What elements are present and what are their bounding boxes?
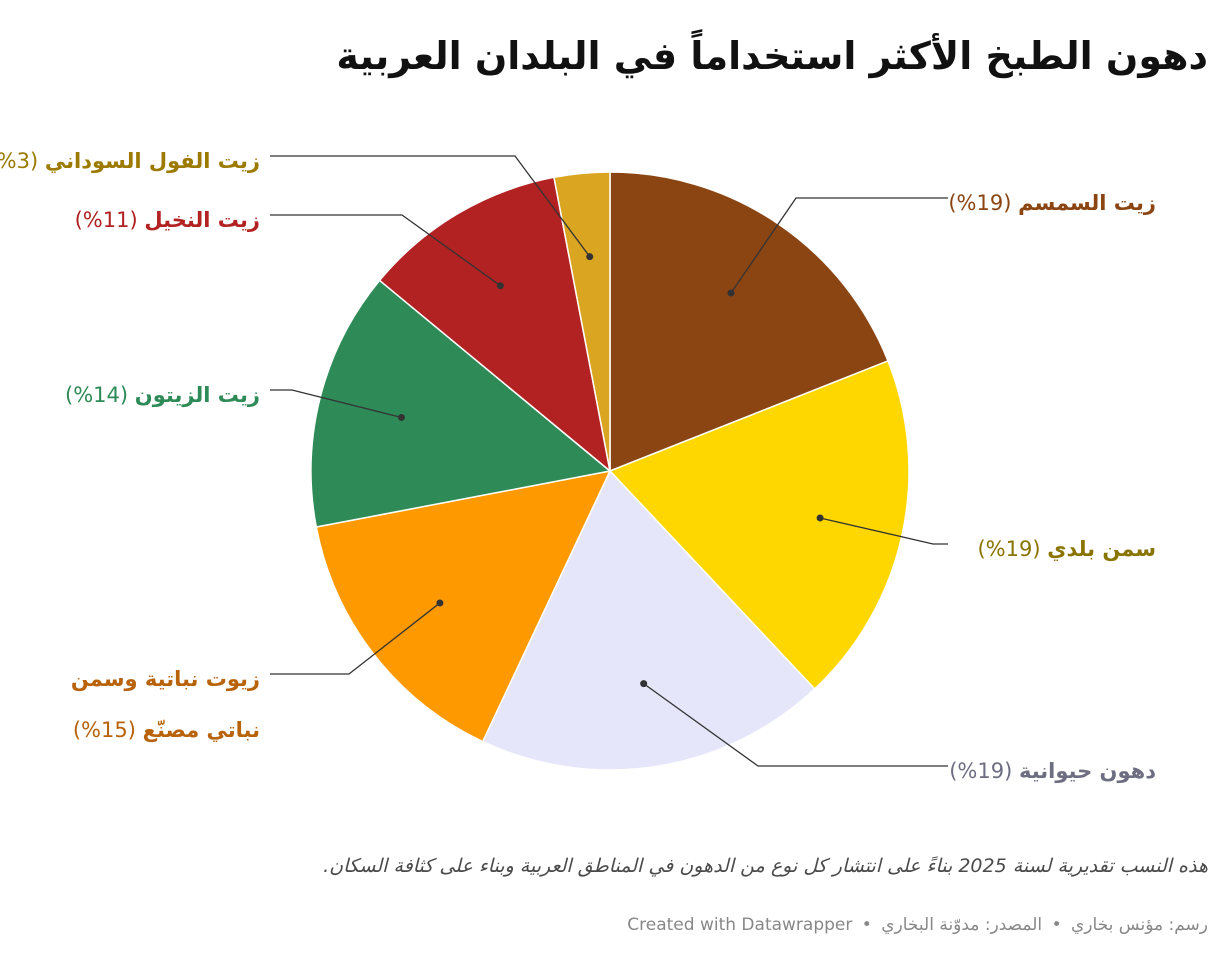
slice-label: زيت السمسم (19%) <box>948 191 1156 215</box>
leader-dot <box>397 413 405 421</box>
leader-line <box>819 517 948 545</box>
slice-label-name: زيت الفول السوداني <box>45 149 260 173</box>
slice-label: زيت النخيل (11%) <box>75 208 260 232</box>
leader-dot <box>816 514 824 522</box>
leader-line <box>270 155 591 258</box>
slice-label-value: (3%) <box>0 149 45 173</box>
slice-label: دهون حيوانية (19%) <box>949 759 1156 783</box>
slice-label-value: (19%) <box>949 759 1019 783</box>
pie-slice <box>378 176 612 473</box>
slice-label-value: (14%) <box>65 383 135 407</box>
leader-line <box>270 214 501 287</box>
chart-footer: رسم: مؤنس بخاري • المصدر: مدوّنة البخاري… <box>12 910 1208 940</box>
slice-label-name: زيت النخيل <box>144 208 260 232</box>
slice-label-value: (15%) <box>73 718 143 742</box>
pie-slices <box>310 171 910 771</box>
leader-line <box>270 602 441 675</box>
slice-label: زيت الفول السوداني (3%) <box>0 149 260 173</box>
pie-slice <box>553 171 611 472</box>
leader-dot <box>436 599 444 607</box>
slice-label-value: (11%) <box>75 208 145 232</box>
chart-notes: هذه النسب تقديرية لسنة 2025 بناءً على ان… <box>323 855 1208 877</box>
leader-dot <box>496 282 504 290</box>
leader-line <box>270 389 402 419</box>
slice-label-value: (19%) <box>948 191 1018 215</box>
footer-author: رسم: مؤنس بخاري <box>1071 915 1208 935</box>
slice-label-value: (19%) <box>977 537 1047 561</box>
footer-separator: • <box>861 915 872 935</box>
leader-line <box>730 197 948 294</box>
slice-label: زيوت نباتية وسمن <box>71 667 260 691</box>
slice-label: زيت الزيتون (14%) <box>65 383 260 407</box>
slice-label-name: زيت الزيتون <box>135 383 260 407</box>
pie-chart: زيت السمسم (19%)سمن بلدي (19%)دهون حيوان… <box>0 149 1156 783</box>
slice-label: سمن بلدي (19%) <box>977 537 1156 562</box>
slice-label-name: زيوت نباتية وسمن <box>71 667 260 691</box>
pie-slice <box>481 469 816 771</box>
slice-label-name: سمن بلدي <box>1047 537 1156 562</box>
footer-separator: • <box>1051 915 1062 935</box>
footer-source: المصدر: مدوّنة البخاري <box>881 915 1043 935</box>
datawrapper-credit-link[interactable]: Created with Datawrapper <box>627 915 853 935</box>
slice-label-name: زيت السمسم <box>1018 191 1156 215</box>
chart-title: دهون الطبخ الأكثر استخداماً في البلدان ا… <box>336 34 1208 78</box>
leader-dot <box>586 253 594 261</box>
leader-line <box>643 683 948 767</box>
leader-dot <box>727 289 735 297</box>
slice-labels: زيت السمسم (19%)سمن بلدي (19%)دهون حيوان… <box>0 149 1156 783</box>
slice-label: نباتي مصنّع (15%) <box>73 718 260 742</box>
slice-label-name: نباتي مصنّع <box>143 718 260 742</box>
leader-dot <box>640 680 648 688</box>
slice-label-name: دهون حيوانية <box>1019 759 1156 783</box>
leader-lines <box>270 155 948 767</box>
